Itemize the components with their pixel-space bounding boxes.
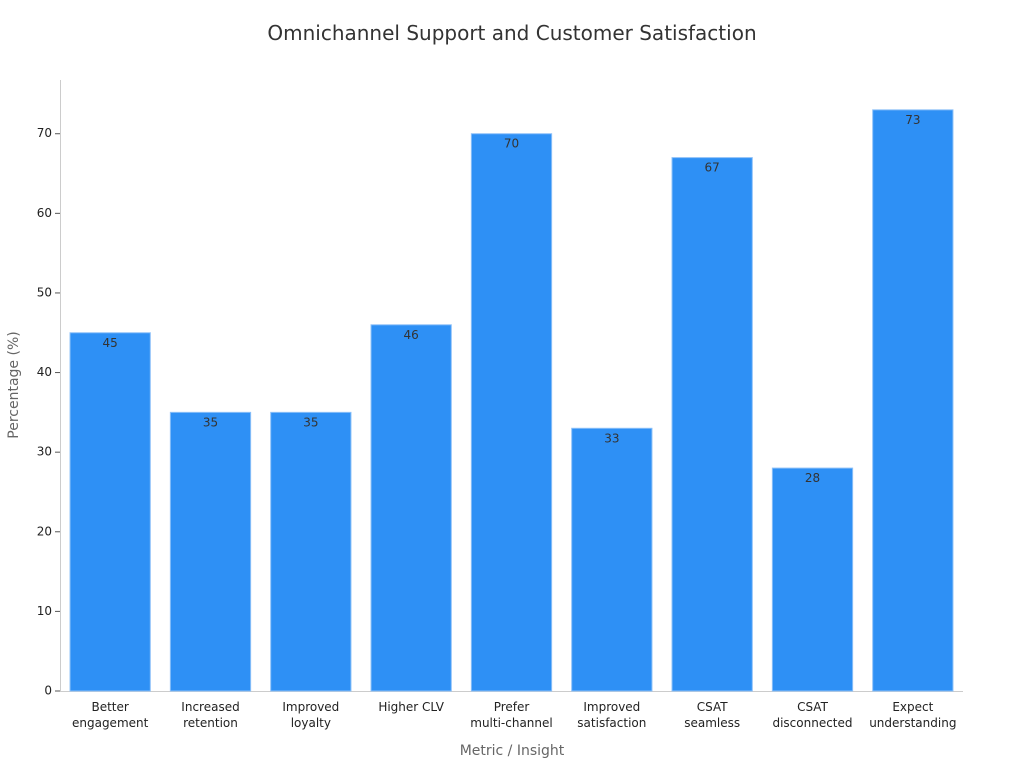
x-tick-label: Increased retention xyxy=(181,700,239,730)
bar xyxy=(872,109,954,692)
bar xyxy=(470,133,553,692)
value-label: 67 xyxy=(705,161,720,175)
x-tick-label: Prefer multi-channel xyxy=(470,700,552,730)
y-axis-label: Percentage (%) xyxy=(6,331,22,438)
y-tick-label: 40 xyxy=(37,365,52,379)
bar xyxy=(571,427,653,692)
y-tick-label: 10 xyxy=(37,604,52,618)
bar xyxy=(370,324,452,692)
value-label: 70 xyxy=(504,137,519,151)
value-label: 46 xyxy=(404,328,419,342)
bar xyxy=(69,332,151,692)
x-tick-label: Improved satisfaction xyxy=(577,700,646,730)
value-label: 28 xyxy=(805,471,820,485)
bar xyxy=(771,467,854,692)
value-label: 73 xyxy=(905,113,920,127)
value-label: 45 xyxy=(103,336,118,350)
chart-title: Omnichannel Support and Customer Satisfa… xyxy=(267,21,756,45)
x-axis-label: Metric / Insight xyxy=(460,743,565,759)
y-tick-label: 0 xyxy=(44,684,52,698)
bar xyxy=(169,411,252,692)
y-tick-label: 60 xyxy=(37,206,52,220)
value-label: 35 xyxy=(303,415,318,429)
x-tick-label: Better engagement xyxy=(72,700,149,730)
value-label: 33 xyxy=(604,431,619,445)
value-label: 35 xyxy=(203,415,218,429)
bar xyxy=(270,411,352,692)
x-tick-label: Higher CLV xyxy=(378,700,444,714)
x-tick-label: Expect understanding xyxy=(869,700,956,730)
bar xyxy=(671,157,753,692)
x-tick-label: CSAT disconnected xyxy=(772,700,852,730)
y-tick-label: 50 xyxy=(37,285,52,299)
x-tick-label: CSAT seamless xyxy=(684,700,740,730)
x-tick-label: Improved loyalty xyxy=(282,700,339,730)
y-tick-label: 20 xyxy=(37,524,52,538)
y-tick-label: 70 xyxy=(37,126,52,140)
y-tick-label: 30 xyxy=(37,445,52,459)
